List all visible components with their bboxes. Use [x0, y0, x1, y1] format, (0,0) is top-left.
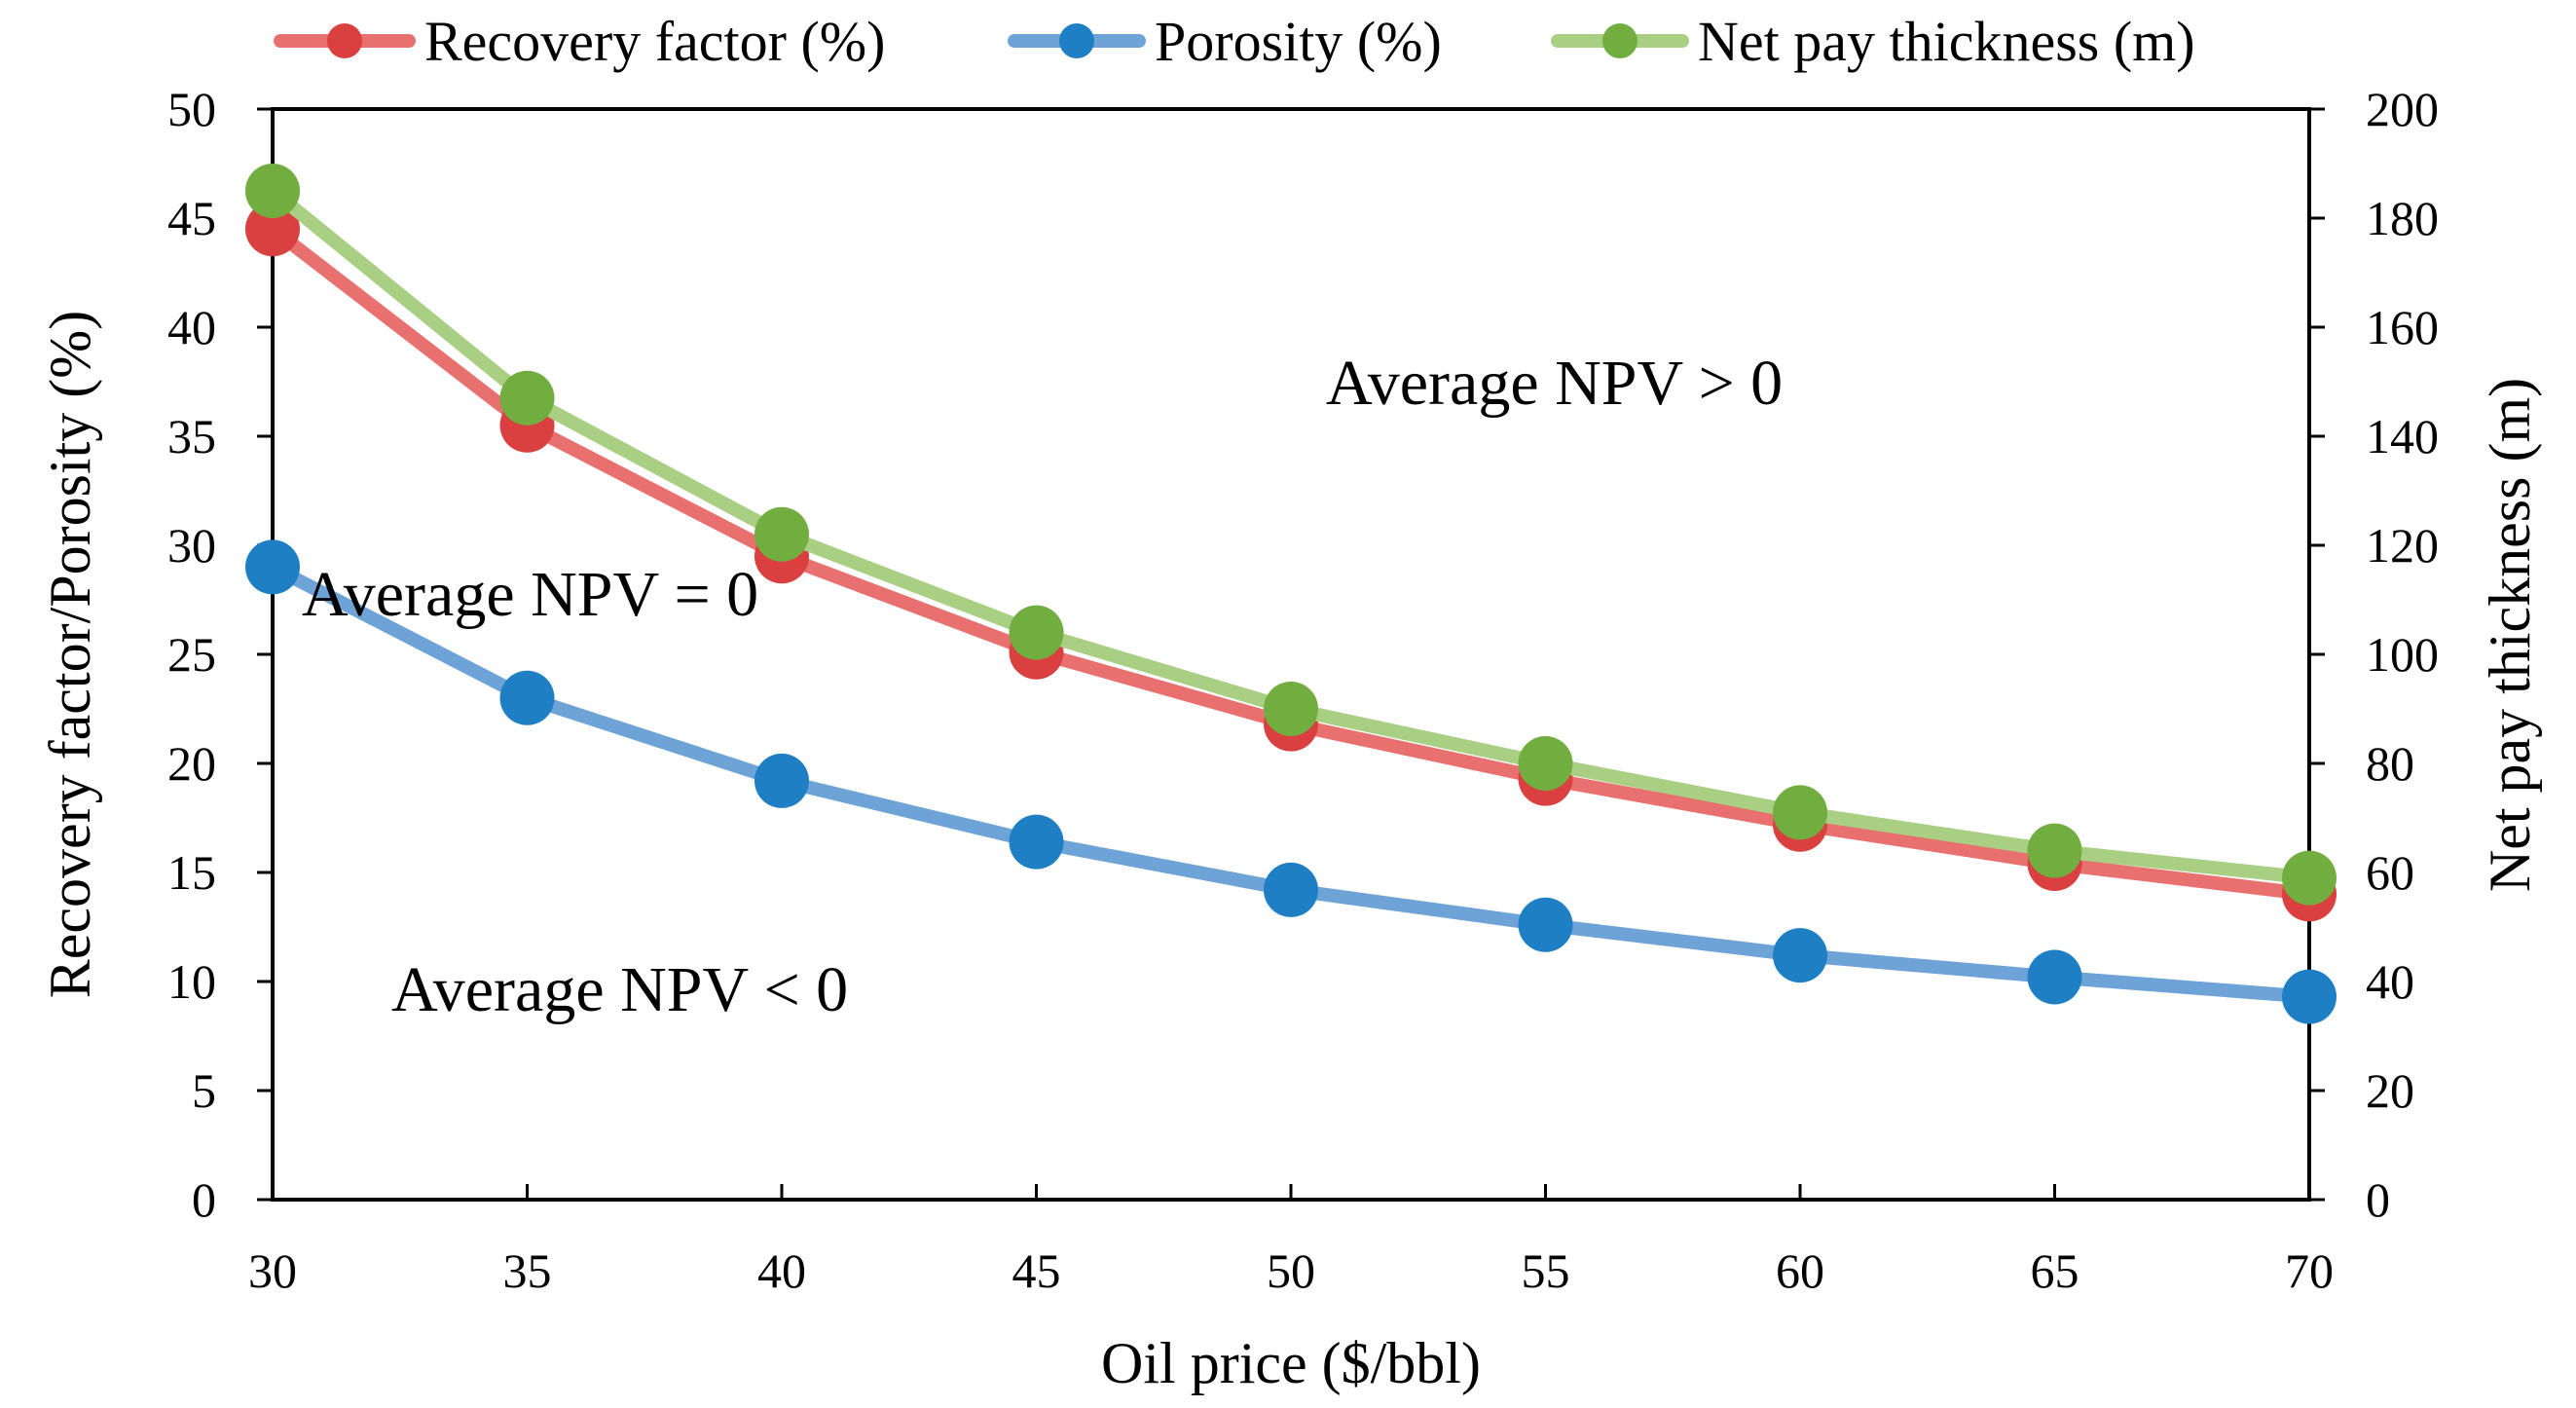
legend-marker-net-pay-thickness — [1602, 23, 1638, 58]
legend-item-recovery-factor: Recovery factor (%) — [274, 10, 885, 73]
y-tick-label: 35 — [167, 409, 216, 463]
series-layer — [245, 164, 2337, 1024]
series-line-net-pay-thickness — [266, 184, 2316, 885]
y-tick-label: 10 — [167, 954, 216, 1009]
x-tick-label: 45 — [1012, 1243, 1061, 1298]
data-point-porosity — [2027, 949, 2082, 1005]
data-point-porosity — [1009, 814, 1064, 870]
x-tick-label: 50 — [1267, 1243, 1315, 1298]
y-tick-label: 45 — [167, 191, 216, 245]
x-tick-label: 65 — [2031, 1243, 2079, 1298]
data-point-porosity — [245, 539, 300, 595]
y2-tick-label: 80 — [2366, 736, 2414, 791]
y-tick-label: 40 — [167, 300, 216, 354]
legend-marker-recovery-factor — [327, 23, 362, 58]
data-point-porosity — [499, 670, 555, 725]
data-point-net-pay-thickness — [1518, 736, 1573, 791]
legend-label-recovery-factor: Recovery factor (%) — [424, 10, 885, 73]
x-tick-label: 55 — [1522, 1243, 1570, 1298]
data-point-net-pay-thickness — [1009, 605, 1064, 660]
x-tick-label: 70 — [2285, 1243, 2334, 1298]
y2-tick-label: 60 — [2366, 845, 2414, 900]
y-tick-label: 5 — [192, 1063, 216, 1118]
series-porosity — [245, 539, 2337, 1024]
y-tick-label: 30 — [167, 518, 216, 573]
legend-label-net-pay-thickness: Net pay thickness (m) — [1698, 10, 2195, 73]
x-axis-title: Oil price ($/bbl) — [1101, 1331, 1481, 1395]
data-point-net-pay-thickness — [754, 506, 809, 562]
y-axis-ticks: 0 5 10 15 20 25 30 35 40 45 50 — [167, 82, 273, 1227]
y-tick-label: 20 — [167, 736, 216, 791]
y2-tick-label: 180 — [2366, 191, 2439, 245]
y2-axis-title: Net pay thickness (m) — [2478, 378, 2542, 892]
x-tick-label: 60 — [1776, 1243, 1824, 1298]
data-point-net-pay-thickness — [2027, 823, 2082, 878]
data-point-porosity — [2282, 969, 2337, 1024]
data-point-net-pay-thickness — [499, 370, 555, 426]
y-tick-label: 25 — [167, 627, 216, 682]
data-point-porosity — [1773, 928, 1827, 983]
data-point-net-pay-thickness — [1264, 682, 1318, 736]
x-tick-label: 30 — [248, 1243, 297, 1298]
y-tick-label: 15 — [167, 845, 216, 900]
legend-item-net-pay-thickness: Net pay thickness (m) — [1551, 10, 2195, 73]
y2-tick-label: 40 — [2366, 954, 2414, 1009]
y2-axis-ticks: 0 20 40 60 80 100 120 140 160 180 200 — [2309, 82, 2439, 1227]
data-point-net-pay-thickness — [2282, 850, 2337, 906]
data-point-recovery-factor — [245, 202, 300, 257]
annotation-npv-positive: Average NPV > 0 — [1326, 348, 1783, 419]
y2-tick-label: 0 — [2366, 1172, 2390, 1227]
y-tick-label: 50 — [167, 82, 216, 136]
y2-tick-label: 140 — [2366, 409, 2439, 463]
y2-tick-label: 20 — [2366, 1063, 2414, 1118]
data-point-net-pay-thickness — [1773, 785, 1827, 840]
x-tick-label: 35 — [503, 1243, 552, 1298]
legend: Recovery factor (%) Porosity (%) Net pay… — [274, 10, 2195, 73]
series-line-porosity — [266, 560, 2316, 1004]
data-point-net-pay-thickness — [245, 164, 300, 218]
legend-label-porosity: Porosity (%) — [1155, 10, 1442, 73]
y-tick-label: 0 — [192, 1172, 216, 1227]
series-net-pay-thickness — [245, 164, 2337, 906]
legend-item-porosity: Porosity (%) — [1008, 10, 1442, 73]
y2-tick-label: 120 — [2366, 518, 2439, 573]
data-point-porosity — [1518, 897, 1573, 952]
legend-marker-porosity — [1059, 23, 1094, 58]
y2-tick-label: 160 — [2366, 300, 2439, 354]
y-axis-title: Recovery factor/Porosity (%) — [38, 311, 102, 998]
x-tick-label: 40 — [757, 1243, 806, 1298]
data-point-porosity — [1264, 862, 1318, 917]
plot-area-frame — [271, 107, 2311, 1202]
annotation-npv-zero: Average NPV = 0 — [302, 559, 758, 630]
annotation-npv-negative: Average NPV < 0 — [391, 954, 848, 1025]
y2-tick-label: 200 — [2366, 82, 2439, 136]
data-point-porosity — [754, 753, 809, 808]
x-axis-ticks: 30 35 40 45 50 55 60 65 70 — [248, 1184, 2334, 1298]
y2-tick-label: 100 — [2366, 627, 2439, 682]
